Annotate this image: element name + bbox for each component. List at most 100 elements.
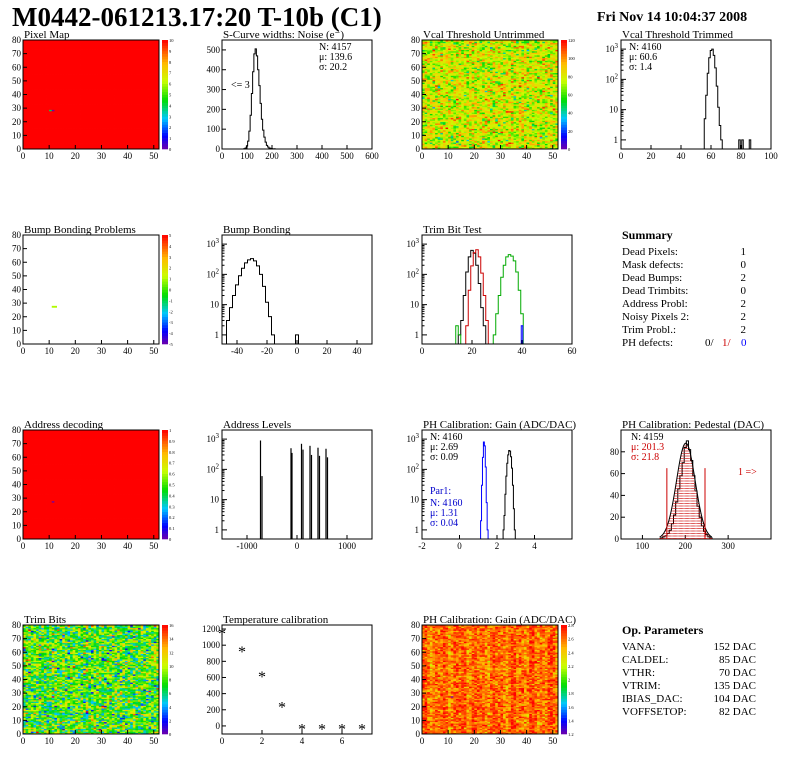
heatmap-cell <box>62 110 66 113</box>
heatmap-cell <box>59 59 63 61</box>
y-tick-label: 10 <box>12 130 22 140</box>
heatmap-cell <box>25 53 29 56</box>
heatmap-cell <box>57 78 61 80</box>
heatmap-cell <box>28 138 32 140</box>
heatmap-cell <box>25 91 29 94</box>
palette-segment <box>162 140 168 144</box>
heatmap-cell <box>72 76 76 79</box>
heatmap-cell <box>46 119 50 121</box>
heatmap-cell <box>25 57 29 60</box>
heatmap-cell <box>30 91 34 94</box>
heatmap-cell <box>36 79 40 82</box>
heatmap-cell <box>57 60 61 63</box>
heatmap-cell <box>30 132 34 135</box>
heatmap-cell <box>25 142 29 144</box>
heatmap-cell <box>49 83 53 86</box>
heatmap-cell <box>64 75 68 78</box>
heatmap-cell <box>57 84 61 87</box>
heatmap-cell <box>28 69 32 72</box>
heatmap-cell <box>49 140 53 143</box>
heatmap-cell <box>36 140 40 143</box>
heatmap-cell <box>64 89 68 91</box>
heatmap-cell <box>33 52 37 55</box>
heatmap-cell <box>33 45 37 48</box>
heatmap-cell <box>59 83 63 86</box>
heatmap-cell <box>28 121 32 124</box>
heatmap-cell <box>57 59 61 61</box>
heatmap-cell <box>72 101 76 104</box>
heatmap-cell <box>70 132 74 135</box>
heatmap-cell <box>46 138 50 140</box>
heatmap-cell <box>64 102 68 105</box>
heatmap-cell <box>38 98 42 101</box>
heatmap-cell <box>25 67 29 70</box>
heatmap-cell <box>30 46 34 49</box>
heatmap-cell <box>57 104 61 106</box>
heatmap-cell <box>72 72 76 75</box>
heatmap-cell <box>30 94 34 97</box>
heatmap-cell <box>43 121 47 124</box>
heatmap-cell <box>25 41 29 44</box>
heatmap-cell <box>41 105 45 108</box>
heatmap-cell <box>25 49 29 52</box>
heatmap-cell <box>46 102 50 105</box>
heatmap-cell <box>33 56 37 59</box>
heatmap-cell <box>36 82 40 84</box>
heatmap-cell <box>46 142 50 144</box>
heatmap-cell <box>30 117 34 120</box>
heatmap-cell <box>70 44 74 46</box>
heatmap-cell <box>23 72 27 75</box>
heatmap-cell <box>28 128 32 131</box>
heatmap-cell <box>28 68 32 71</box>
heatmap-cell <box>49 49 53 52</box>
heatmap-cell <box>46 53 50 56</box>
heatmap-cell <box>23 123 27 125</box>
heatmap-cell <box>64 105 68 108</box>
heatmap-cell <box>43 117 47 120</box>
heatmap-cell <box>59 134 63 136</box>
heatmap-cell <box>51 116 55 119</box>
heatmap-cell <box>64 110 68 113</box>
heatmap-cell <box>51 78 55 80</box>
heatmap-cell <box>41 128 45 131</box>
palette-segment <box>162 48 168 52</box>
heatmap-cell <box>36 143 40 146</box>
heatmap-cell <box>30 69 34 72</box>
heatmap-cell <box>62 54 66 57</box>
heatmap-cell <box>49 87 53 90</box>
heatmap-cell <box>41 135 45 138</box>
heatmap-cell <box>57 128 61 131</box>
heatmap-cell <box>25 86 29 89</box>
heatmap-cell <box>59 117 63 120</box>
heatmap-cell <box>41 40 45 42</box>
heatmap-cell <box>38 138 42 140</box>
heatmap-cell <box>25 146 29 149</box>
heatmap-cell <box>23 113 27 116</box>
heatmap-cell <box>25 140 29 143</box>
heatmap-cell <box>51 102 55 105</box>
heatmap-cell <box>28 143 32 146</box>
heatmap-cell <box>72 82 76 84</box>
heatmap-cell <box>49 127 53 129</box>
heatmap-cell <box>28 112 32 114</box>
heatmap-cell <box>46 128 50 131</box>
heatmap-cell <box>59 71 63 74</box>
heatmap-cell <box>38 102 42 105</box>
heatmap-cell <box>28 72 32 75</box>
heatmap-cell <box>23 48 27 50</box>
heatmap-cell <box>51 48 55 50</box>
heatmap-cell <box>72 146 76 149</box>
heatmap-cell <box>25 129 29 132</box>
heatmap-cell <box>30 93 34 95</box>
heatmap-cell <box>28 101 32 104</box>
heatmap-cell <box>30 67 34 70</box>
heatmap-cell <box>41 45 45 48</box>
heatmap-cell <box>28 97 32 99</box>
heatmap-cell <box>75 146 79 149</box>
heatmap-cell <box>41 49 45 52</box>
heatmap-cell <box>41 91 45 94</box>
heatmap-cell <box>46 113 50 116</box>
heatmap-cell <box>43 139 47 142</box>
heatmap-cell <box>33 131 37 134</box>
heatmap-cell <box>38 57 42 60</box>
